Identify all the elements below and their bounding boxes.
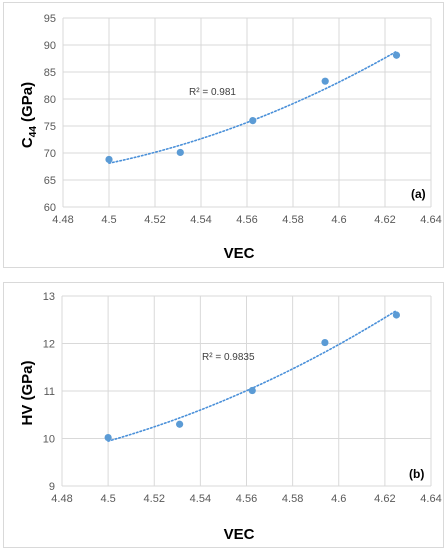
data-point: [176, 420, 184, 428]
x-tick-label: 4.64: [420, 493, 441, 505]
y-tick-label: 12: [43, 339, 55, 351]
x-tick-label: 4.52: [144, 493, 165, 505]
chart-b-svg: 4.48 4.5 4.52 4.54 4.56 4.58 4.6 4.62 4.64 9 10 11 1…: [19, 291, 442, 543]
x-tick-label: 4.6: [331, 493, 346, 505]
r-squared-label: R² = 0.981: [189, 87, 236, 98]
x-tick-label: 4.54: [190, 214, 211, 226]
x-tick-label: 4.56: [236, 214, 257, 226]
y-tick-label: 65: [44, 175, 56, 187]
x-tick-label: 4.58: [282, 493, 303, 505]
data-point: [176, 148, 184, 157]
trendline: [107, 309, 398, 442]
data-point: [249, 117, 257, 125]
data-point: [104, 433, 112, 442]
chart-a-svg: 4.48 4.5 4.52 4.54 4.56 4.58 4.6 4.62 4.64 60 65 70…: [19, 13, 442, 262]
x-tick-label: 4.62: [374, 214, 395, 226]
x-tick-label: 4.52: [144, 214, 165, 226]
x-tick-label: 4.58: [282, 214, 303, 226]
data-point: [321, 338, 329, 347]
data-point: [392, 51, 401, 59]
y-tick-label: 10: [43, 434, 55, 446]
data-point: [105, 155, 113, 164]
x-tick-label: 4.56: [236, 493, 257, 505]
y-tick-label: 95: [44, 13, 56, 25]
y-tick-label: 11: [44, 386, 55, 398]
chart-panel-b: 4.48 4.5 4.52 4.54 4.56 4.58 4.6 4.62 4.64 9 10 11 1…: [3, 282, 444, 548]
x-tick-label: 4.6: [331, 214, 346, 226]
y-tick-label: 70: [44, 148, 56, 160]
chart-panel-a: 4.48 4.5 4.52 4.54 4.56 4.58 4.6 4.62 4.64 60 65 70…: [3, 2, 444, 268]
y-axis-title: C44 (GPa): [19, 82, 39, 148]
x-tick-label: 4.5: [101, 214, 116, 226]
x-tick-label: 4.62: [374, 493, 395, 505]
y-axis-title: HV (GPa): [19, 360, 36, 425]
y-tick-label: 90: [44, 40, 56, 52]
x-axis-title: VEC: [224, 526, 255, 543]
y-tick-label: 60: [44, 202, 56, 214]
trendline: [108, 50, 398, 164]
panel-label: (a): [411, 187, 426, 201]
panel-label: (b): [409, 467, 424, 481]
x-tick-label: 4.54: [190, 493, 211, 505]
data-point: [248, 386, 256, 395]
y-tick-label: 13: [43, 291, 55, 303]
x-tick-label: 4.5: [100, 493, 115, 505]
x-tick-label: 4.64: [420, 214, 441, 226]
x-axis-title: VEC: [224, 245, 255, 262]
y-tick-label: 75: [44, 121, 56, 133]
y-tick-label: 80: [44, 94, 56, 106]
data-point: [321, 77, 329, 85]
x-tick-label: 4.48: [52, 214, 73, 226]
y-tick-label: 85: [44, 67, 56, 79]
data-point: [392, 311, 401, 319]
r-squared-label: R² = 0.9835: [202, 352, 255, 363]
y-tick-label: 9: [49, 481, 55, 493]
x-tick-label: 4.48: [51, 493, 72, 505]
